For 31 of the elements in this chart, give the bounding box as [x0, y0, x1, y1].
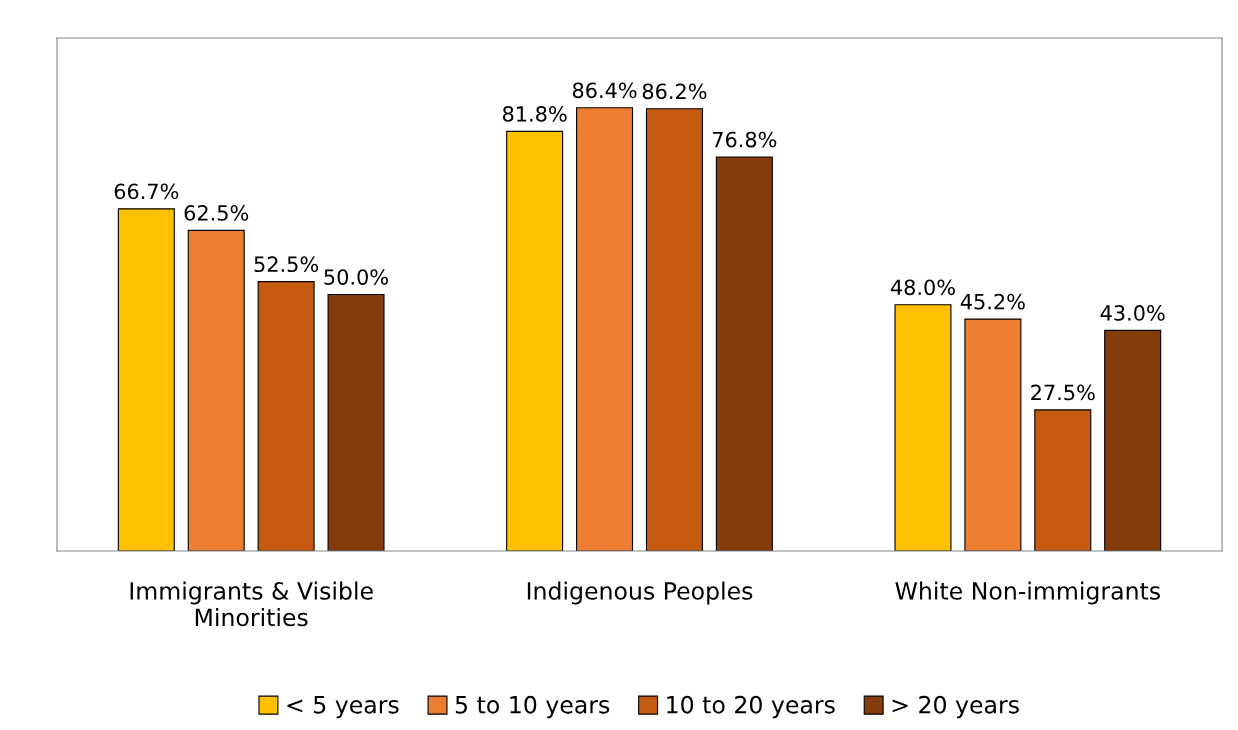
data-label: 81.8%: [502, 106, 567, 122]
x-tick-label: White Non-immigrants: [895, 581, 1160, 605]
legend-label: 5 to 10 years: [455, 695, 610, 719]
x-tick-label: Immigrants & Visible Minorities: [130, 581, 373, 627]
bar: [187, 229, 245, 551]
data-label: 45.2%: [960, 293, 1025, 310]
x-tick-label: Indigenous Peoples: [527, 581, 753, 605]
legend-label: 10 to 20 years: [667, 695, 835, 719]
bar: [715, 156, 773, 551]
legend-label: > 20 years: [892, 695, 1019, 719]
data-label: 50.0%: [324, 269, 388, 285]
data-label: 66.7%: [114, 183, 179, 200]
data-label: 86.4%: [572, 82, 637, 99]
bar: [327, 293, 385, 551]
bar: [645, 108, 703, 551]
data-label: 62.5%: [184, 205, 249, 221]
bar: [117, 208, 175, 551]
data-label: 52.5%: [254, 256, 319, 273]
bar: [1034, 409, 1092, 551]
data-label: 43.0%: [1100, 305, 1165, 321]
bar: [576, 107, 634, 551]
data-label: 27.5%: [1031, 384, 1095, 401]
bar: [506, 130, 564, 551]
data-label: 86.2%: [642, 83, 707, 100]
bar: [894, 304, 952, 551]
bar: [964, 318, 1022, 551]
bar: [257, 281, 315, 551]
legend-label: < 5 years: [287, 696, 399, 719]
data-label: 48.0%: [890, 279, 955, 296]
data-label: 76.8%: [712, 131, 777, 148]
bar: [1104, 329, 1162, 551]
